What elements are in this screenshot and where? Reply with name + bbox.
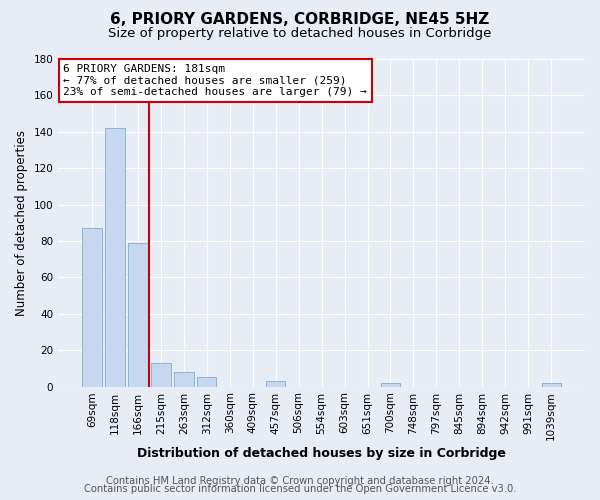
Y-axis label: Number of detached properties: Number of detached properties <box>15 130 28 316</box>
Bar <box>174 372 194 386</box>
Bar <box>82 228 101 386</box>
Bar <box>105 128 125 386</box>
Text: Contains HM Land Registry data © Crown copyright and database right 2024.: Contains HM Land Registry data © Crown c… <box>106 476 494 486</box>
Bar <box>197 378 217 386</box>
Text: Contains public sector information licensed under the Open Government Licence v3: Contains public sector information licen… <box>84 484 516 494</box>
Bar <box>266 381 286 386</box>
Bar <box>128 243 148 386</box>
Bar <box>381 383 400 386</box>
Bar <box>151 363 170 386</box>
Text: 6, PRIORY GARDENS, CORBRIDGE, NE45 5HZ: 6, PRIORY GARDENS, CORBRIDGE, NE45 5HZ <box>110 12 490 28</box>
Text: 6 PRIORY GARDENS: 181sqm
← 77% of detached houses are smaller (259)
23% of semi-: 6 PRIORY GARDENS: 181sqm ← 77% of detach… <box>64 64 367 97</box>
Text: Size of property relative to detached houses in Corbridge: Size of property relative to detached ho… <box>109 28 491 40</box>
X-axis label: Distribution of detached houses by size in Corbridge: Distribution of detached houses by size … <box>137 447 506 460</box>
Bar <box>542 383 561 386</box>
